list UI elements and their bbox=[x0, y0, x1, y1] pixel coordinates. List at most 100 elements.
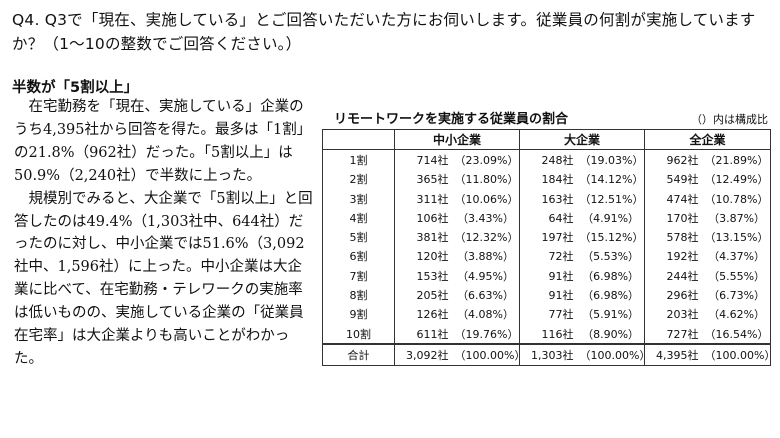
sme-count: 106社 bbox=[394, 208, 455, 228]
large-count: 248社 bbox=[519, 149, 580, 170]
table-row: 10割 611社 （19.76%） 116社 （8.90%） 727社 （16.54%） bbox=[322, 323, 772, 345]
table-header-row: 中小企業 大企業 全企業 bbox=[322, 128, 772, 151]
total-all-count: 4,395社 bbox=[644, 343, 705, 366]
column-header-sme: 中小企業 bbox=[393, 128, 521, 151]
all-count: 549社 bbox=[644, 169, 705, 189]
total-large-count: 1,303社 bbox=[519, 343, 580, 366]
large-pct: （5.91%） bbox=[579, 304, 646, 324]
table-body: 1割 714社 （23.09%） 248社 （19.03%） 962社 （21.89%） 2割… bbox=[322, 149, 772, 345]
row-label: 7割 bbox=[322, 266, 395, 286]
all-count: 192社 bbox=[644, 246, 705, 267]
all-pct: （4.62%） bbox=[704, 304, 772, 324]
row-label: 9割 bbox=[322, 304, 395, 324]
all-pct: （21.89%） bbox=[704, 149, 772, 170]
section-heading: 半数が「5割以上」 bbox=[12, 80, 139, 96]
ratio-table: 中小企業 大企業 全企業 1割 714社 （23.09%） 248社 （19.03%） 9… bbox=[322, 128, 775, 366]
row-label: 5割 bbox=[322, 227, 395, 247]
column-header-large: 大企業 bbox=[519, 128, 646, 151]
all-count: 727社 bbox=[644, 323, 705, 345]
sme-count: 120社 bbox=[394, 246, 455, 267]
sme-count: 381社 bbox=[394, 227, 455, 247]
sme-pct: （10.06%） bbox=[454, 188, 521, 209]
all-pct: （10.78%） bbox=[704, 188, 772, 209]
row-label: 6割 bbox=[322, 246, 395, 267]
total-label: 合計 bbox=[322, 343, 395, 366]
large-count: 163社 bbox=[519, 188, 580, 209]
large-count: 91社 bbox=[519, 266, 580, 286]
table-row: 5割 381社 （12.32%） 197社 （15.12%） 578社 （13.15%） bbox=[322, 227, 772, 247]
sme-count: 205社 bbox=[394, 285, 455, 305]
sme-count: 365社 bbox=[394, 169, 455, 189]
row-label: 3割 bbox=[322, 188, 395, 209]
sme-pct: （4.95%） bbox=[454, 266, 521, 286]
all-pct: （16.54%） bbox=[704, 323, 772, 345]
large-pct: （8.90%） bbox=[579, 323, 646, 345]
large-count: 77社 bbox=[519, 304, 580, 324]
all-count: 474社 bbox=[644, 188, 705, 209]
total-all-pct: （100.00%） bbox=[704, 343, 775, 366]
question-text: Q4. Q3で「現在、実施している」とご回答いただいた方にお伺いします。従業員の… bbox=[12, 11, 756, 53]
all-pct: （3.87%） bbox=[704, 208, 772, 228]
table-row: 2割 365社 （11.80%） 184社 （14.12%） 549社 （12.49%） bbox=[322, 169, 772, 189]
large-count: 64社 bbox=[519, 208, 580, 228]
sme-pct: （19.76%） bbox=[454, 323, 521, 345]
sme-pct: （11.80%） bbox=[454, 169, 521, 189]
sme-count: 126社 bbox=[394, 304, 455, 324]
sme-count: 714社 bbox=[394, 149, 455, 170]
table-row: 1割 714社 （23.09%） 248社 （19.03%） 962社 （21.89%） bbox=[322, 149, 772, 170]
sme-count: 611社 bbox=[394, 323, 455, 345]
sme-pct: （4.08%） bbox=[454, 304, 521, 324]
table-row: 4割 106社 （3.43%） 64社 （4.91%） 170社 （3.87%） bbox=[322, 208, 772, 228]
sme-pct: （3.88%） bbox=[454, 246, 521, 267]
all-pct: （13.15%） bbox=[704, 227, 772, 247]
all-count: 962社 bbox=[644, 149, 705, 170]
table-row: 7割 153社 （4.95%） 91社 （6.98%） 244社 （5.55%） bbox=[322, 266, 772, 286]
row-label: 10割 bbox=[322, 323, 395, 345]
row-label: 8割 bbox=[322, 285, 395, 305]
all-count: 244社 bbox=[644, 266, 705, 286]
row-label: 1割 bbox=[322, 149, 395, 170]
sme-pct: （23.09%） bbox=[454, 149, 521, 170]
table-header-bar: リモートワークを実施する従業員の割合 （）内は構成比 bbox=[322, 110, 770, 127]
large-pct: （15.12%） bbox=[579, 227, 646, 247]
all-pct: （5.55%） bbox=[704, 266, 772, 286]
large-pct: （6.98%） bbox=[579, 285, 646, 305]
all-pct: （12.49%） bbox=[704, 169, 772, 189]
large-pct: （14.12%） bbox=[579, 169, 646, 189]
all-count: 578社 bbox=[644, 227, 705, 247]
corner-cell bbox=[322, 128, 395, 151]
row-label: 4割 bbox=[322, 208, 395, 228]
sme-count: 153社 bbox=[394, 266, 455, 286]
large-pct: （12.51%） bbox=[579, 188, 646, 209]
all-count: 203社 bbox=[644, 304, 705, 324]
table-title: リモートワークを実施する従業員の割合 bbox=[334, 112, 569, 127]
sme-count: 311社 bbox=[394, 188, 455, 209]
all-pct: （4.37%） bbox=[704, 246, 772, 267]
table-row: 8割 205社 （6.63%） 91社 （6.98%） 296社 （6.73%） bbox=[322, 285, 772, 305]
large-count: 197社 bbox=[519, 227, 580, 247]
large-count: 72社 bbox=[519, 246, 580, 267]
column-header-all: 全企業 bbox=[644, 128, 772, 151]
paragraph: 在宅勤務を「現在、実施している」企業のうち4,395社から回答を得た。最多は「1… bbox=[14, 99, 312, 184]
table-note: （）内は構成比 bbox=[691, 113, 768, 126]
all-count: 170社 bbox=[644, 208, 705, 228]
all-count: 296社 bbox=[644, 285, 705, 305]
article-body: 在宅勤務を「現在、実施している」企業のうち4,395社から回答を得た。最多は「1… bbox=[14, 96, 314, 371]
large-pct: （5.53%） bbox=[579, 246, 646, 267]
total-large-pct: （100.00%） bbox=[579, 343, 650, 366]
large-count: 184社 bbox=[519, 169, 580, 189]
table-row: 6割 120社 （3.88%） 72社 （5.53%） 192社 （4.37%） bbox=[322, 246, 772, 267]
all-pct: （6.73%） bbox=[704, 285, 772, 305]
ratio-table-block: リモートワークを実施する従業員の割合 （）内は構成比 中小企業 大企業 全企業 … bbox=[322, 110, 775, 366]
total-sme-pct: （100.00%） bbox=[454, 343, 525, 366]
large-pct: （19.03%） bbox=[579, 149, 646, 170]
large-pct: （4.91%） bbox=[579, 208, 646, 228]
large-pct: （6.98%） bbox=[579, 266, 646, 286]
sme-pct: （3.43%） bbox=[454, 208, 521, 228]
large-count: 116社 bbox=[519, 323, 580, 345]
sme-pct: （12.32%） bbox=[454, 227, 521, 247]
table-row: 3割 311社 （10.06%） 163社 （12.51%） 474社 （10.78%） bbox=[322, 188, 772, 209]
total-sme-count: 3,092社 bbox=[394, 343, 455, 366]
paragraph: 規模別でみると、大企業で「5割以上」と回答したのは49.4%（1,303社中、6… bbox=[14, 190, 313, 367]
large-count: 91社 bbox=[519, 285, 580, 305]
